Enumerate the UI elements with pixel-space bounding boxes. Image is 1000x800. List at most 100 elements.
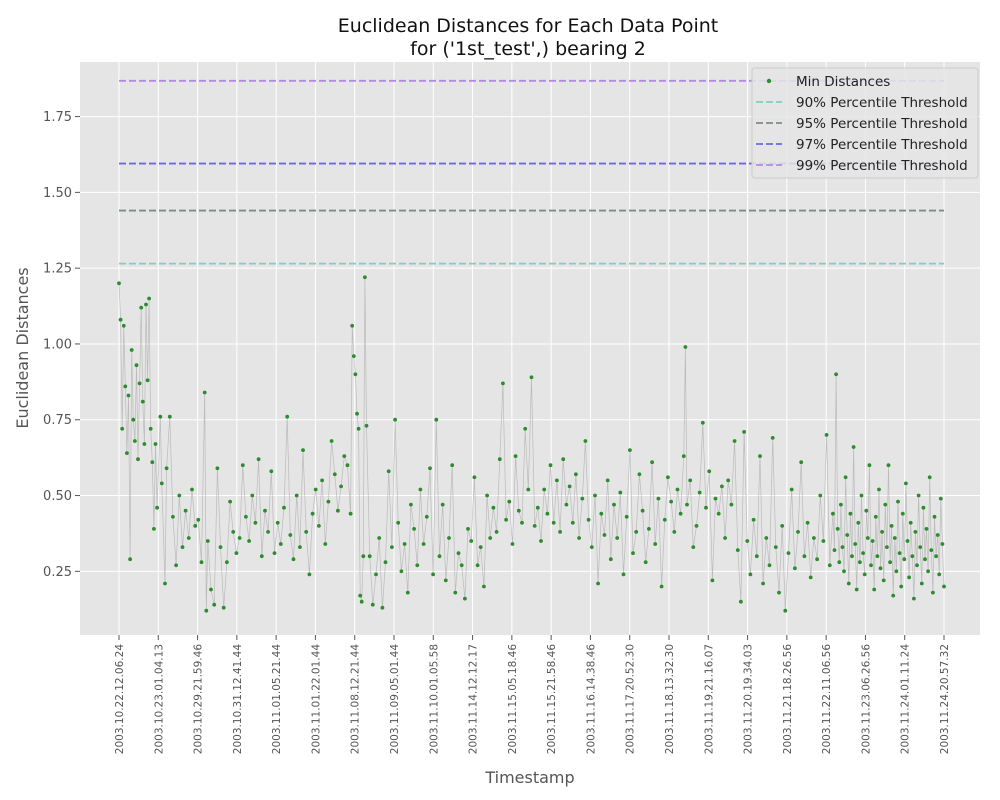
y-tick-label: 1.50	[43, 186, 72, 201]
data-point	[412, 527, 416, 531]
data-point	[298, 545, 302, 549]
data-point	[815, 557, 819, 562]
data-point	[832, 548, 837, 552]
data-point	[190, 487, 194, 492]
data-point	[120, 426, 125, 431]
data-point	[131, 417, 136, 422]
data-point	[140, 399, 145, 404]
data-point	[532, 524, 537, 528]
data-point	[764, 536, 769, 540]
data-point	[602, 533, 607, 537]
x-tick-label: 2003.11.24.20.57.32	[939, 644, 951, 754]
data-point	[463, 596, 467, 601]
data-point	[134, 363, 139, 368]
data-point	[240, 463, 245, 468]
x-tick-label: 2003.10.22.12.06.24	[114, 644, 126, 755]
data-point	[202, 390, 207, 395]
data-point	[634, 530, 639, 534]
data-point	[535, 505, 540, 510]
data-point	[482, 584, 486, 589]
data-point	[735, 548, 740, 552]
data-point	[666, 475, 670, 480]
chart-title-line-1: Euclidean Distances for Each Data Point	[338, 15, 718, 37]
data-point	[877, 487, 881, 492]
data-point	[729, 502, 734, 507]
data-point	[409, 502, 413, 507]
data-point	[466, 527, 470, 531]
data-point	[596, 581, 600, 586]
data-point	[250, 493, 255, 498]
x-tick-label: 2003.11.21.18.26.56	[782, 644, 794, 755]
data-point	[558, 530, 562, 534]
data-point	[913, 530, 918, 534]
data-point	[912, 596, 916, 601]
data-point	[380, 605, 385, 610]
data-point	[440, 502, 445, 507]
data-point	[377, 536, 382, 540]
data-point	[586, 517, 591, 522]
data-point	[269, 469, 274, 474]
data-point	[878, 566, 883, 571]
data-point	[434, 417, 439, 422]
data-point	[577, 536, 581, 540]
data-point	[501, 381, 505, 386]
legend-label: Min Distances	[796, 74, 890, 90]
data-point	[624, 514, 629, 519]
legend-label: 97% Percentile Threshold	[796, 137, 968, 153]
data-point	[637, 472, 642, 477]
data-point	[789, 487, 794, 492]
x-tick-label: 2003.11.10.01.05.58	[428, 644, 440, 754]
data-point	[938, 496, 943, 501]
data-point	[209, 587, 213, 592]
data-point	[589, 545, 594, 549]
data-point	[628, 448, 632, 452]
data-point	[225, 560, 229, 565]
data-point	[221, 605, 226, 610]
data-point	[681, 454, 686, 458]
data-point	[835, 527, 840, 531]
data-point	[929, 548, 934, 552]
y-tick-label: 0.50	[43, 489, 72, 504]
x-tick-label: 2003.11.20.19.34.03	[743, 644, 755, 754]
data-point	[359, 599, 364, 604]
data-point	[805, 520, 810, 525]
data-point	[669, 499, 673, 504]
data-point	[697, 490, 702, 495]
data-point	[720, 484, 724, 489]
legend-box	[751, 67, 979, 179]
data-point	[437, 554, 442, 559]
data-point	[399, 569, 404, 574]
data-point	[171, 514, 175, 519]
data-point	[180, 545, 185, 549]
data-point	[745, 539, 750, 543]
data-point	[494, 530, 499, 534]
data-point	[707, 469, 712, 474]
data-point	[542, 487, 547, 492]
legend-label: 90% Percentile Threshold	[796, 95, 968, 111]
data-point	[418, 487, 423, 492]
data-point	[827, 563, 832, 568]
x-tick-label: 2003.10.23.01.04.13	[153, 644, 165, 754]
data-point	[332, 472, 337, 477]
data-point	[812, 536, 816, 540]
data-point	[851, 445, 856, 449]
x-tick-label: 2003.11.01.22.01.44	[310, 644, 322, 755]
data-point	[831, 511, 835, 516]
data-point	[845, 533, 850, 537]
data-point	[848, 511, 853, 516]
data-point	[580, 496, 585, 501]
data-point	[555, 478, 559, 483]
data-point	[672, 530, 677, 534]
data-point	[767, 563, 772, 568]
data-point	[125, 451, 129, 455]
data-point	[126, 393, 131, 398]
data-point	[716, 511, 721, 516]
data-point	[885, 545, 889, 549]
data-point	[356, 426, 361, 431]
data-point	[921, 505, 926, 510]
data-point	[291, 557, 296, 562]
data-point	[488, 536, 493, 540]
data-point	[167, 414, 172, 419]
data-point	[345, 463, 350, 468]
data-point	[145, 378, 150, 383]
